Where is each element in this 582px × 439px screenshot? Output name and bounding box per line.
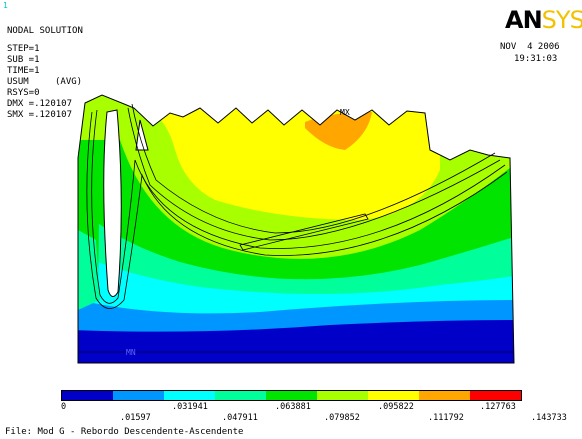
- legend-swatch-5: [266, 391, 317, 400]
- legend-label-bottom-3: .079852: [324, 413, 360, 423]
- step-label: STEP=1: [7, 44, 40, 54]
- rsys-label: RSYS=0: [7, 88, 40, 98]
- logo-sys: SYS: [541, 6, 582, 34]
- legend-label-top-4: .095822: [378, 402, 414, 412]
- min-marker: MN: [126, 348, 136, 357]
- time-label: TIME=1: [7, 66, 40, 76]
- legend-swatch-7: [368, 391, 419, 400]
- date-label: NOV 4 2006: [500, 42, 560, 52]
- legend-label-top-3: .063881: [275, 402, 311, 412]
- legend-swatch-4: [215, 391, 266, 400]
- file-caption: File: Mod G - Rebordo Descendente-Ascend…: [5, 427, 244, 437]
- solution-title: NODAL SOLUTION: [7, 26, 83, 36]
- layer-lines: [86, 103, 508, 309]
- logo-an: AN: [505, 6, 543, 34]
- legend-swatch-6: [317, 391, 368, 400]
- usum-label: USUM: [7, 77, 29, 87]
- sub-label: SUB =1: [7, 55, 40, 65]
- legend-label-top-2: .031941: [172, 402, 208, 412]
- contour-band-blue: [78, 320, 514, 363]
- window-number: 1: [3, 1, 8, 10]
- left-slot: [103, 109, 122, 297]
- avg-label: (AVG): [55, 77, 83, 87]
- max-marker: MX: [340, 108, 350, 117]
- legend-swatch-3: [164, 391, 215, 400]
- legend-bar: [61, 390, 522, 401]
- legend-label-bottom-4: .111792: [428, 413, 464, 423]
- legend-label-top-5: .127763: [480, 402, 516, 412]
- legend-label-top-1: 0: [61, 402, 67, 412]
- legend-label-bottom-1: .01597: [120, 413, 151, 423]
- dmx-label: DMX =.120107: [7, 99, 73, 109]
- smx-label: SMX =.120107: [7, 110, 73, 120]
- legend-swatch-2: [113, 391, 164, 400]
- legend-label-bottom-2: .047911: [222, 413, 258, 423]
- model-outline: [77, 94, 515, 364]
- right-slot: [135, 119, 149, 151]
- time-stamp: 19:31:03: [514, 54, 558, 64]
- legend-swatch-1: [62, 391, 113, 400]
- contour-legend: [61, 390, 522, 401]
- legend-label-bottom-5: .143733: [531, 413, 567, 423]
- legend-swatch-9: [470, 391, 521, 400]
- legend-swatch-8: [419, 391, 470, 400]
- ansys-logo: ANSYS: [505, 8, 582, 32]
